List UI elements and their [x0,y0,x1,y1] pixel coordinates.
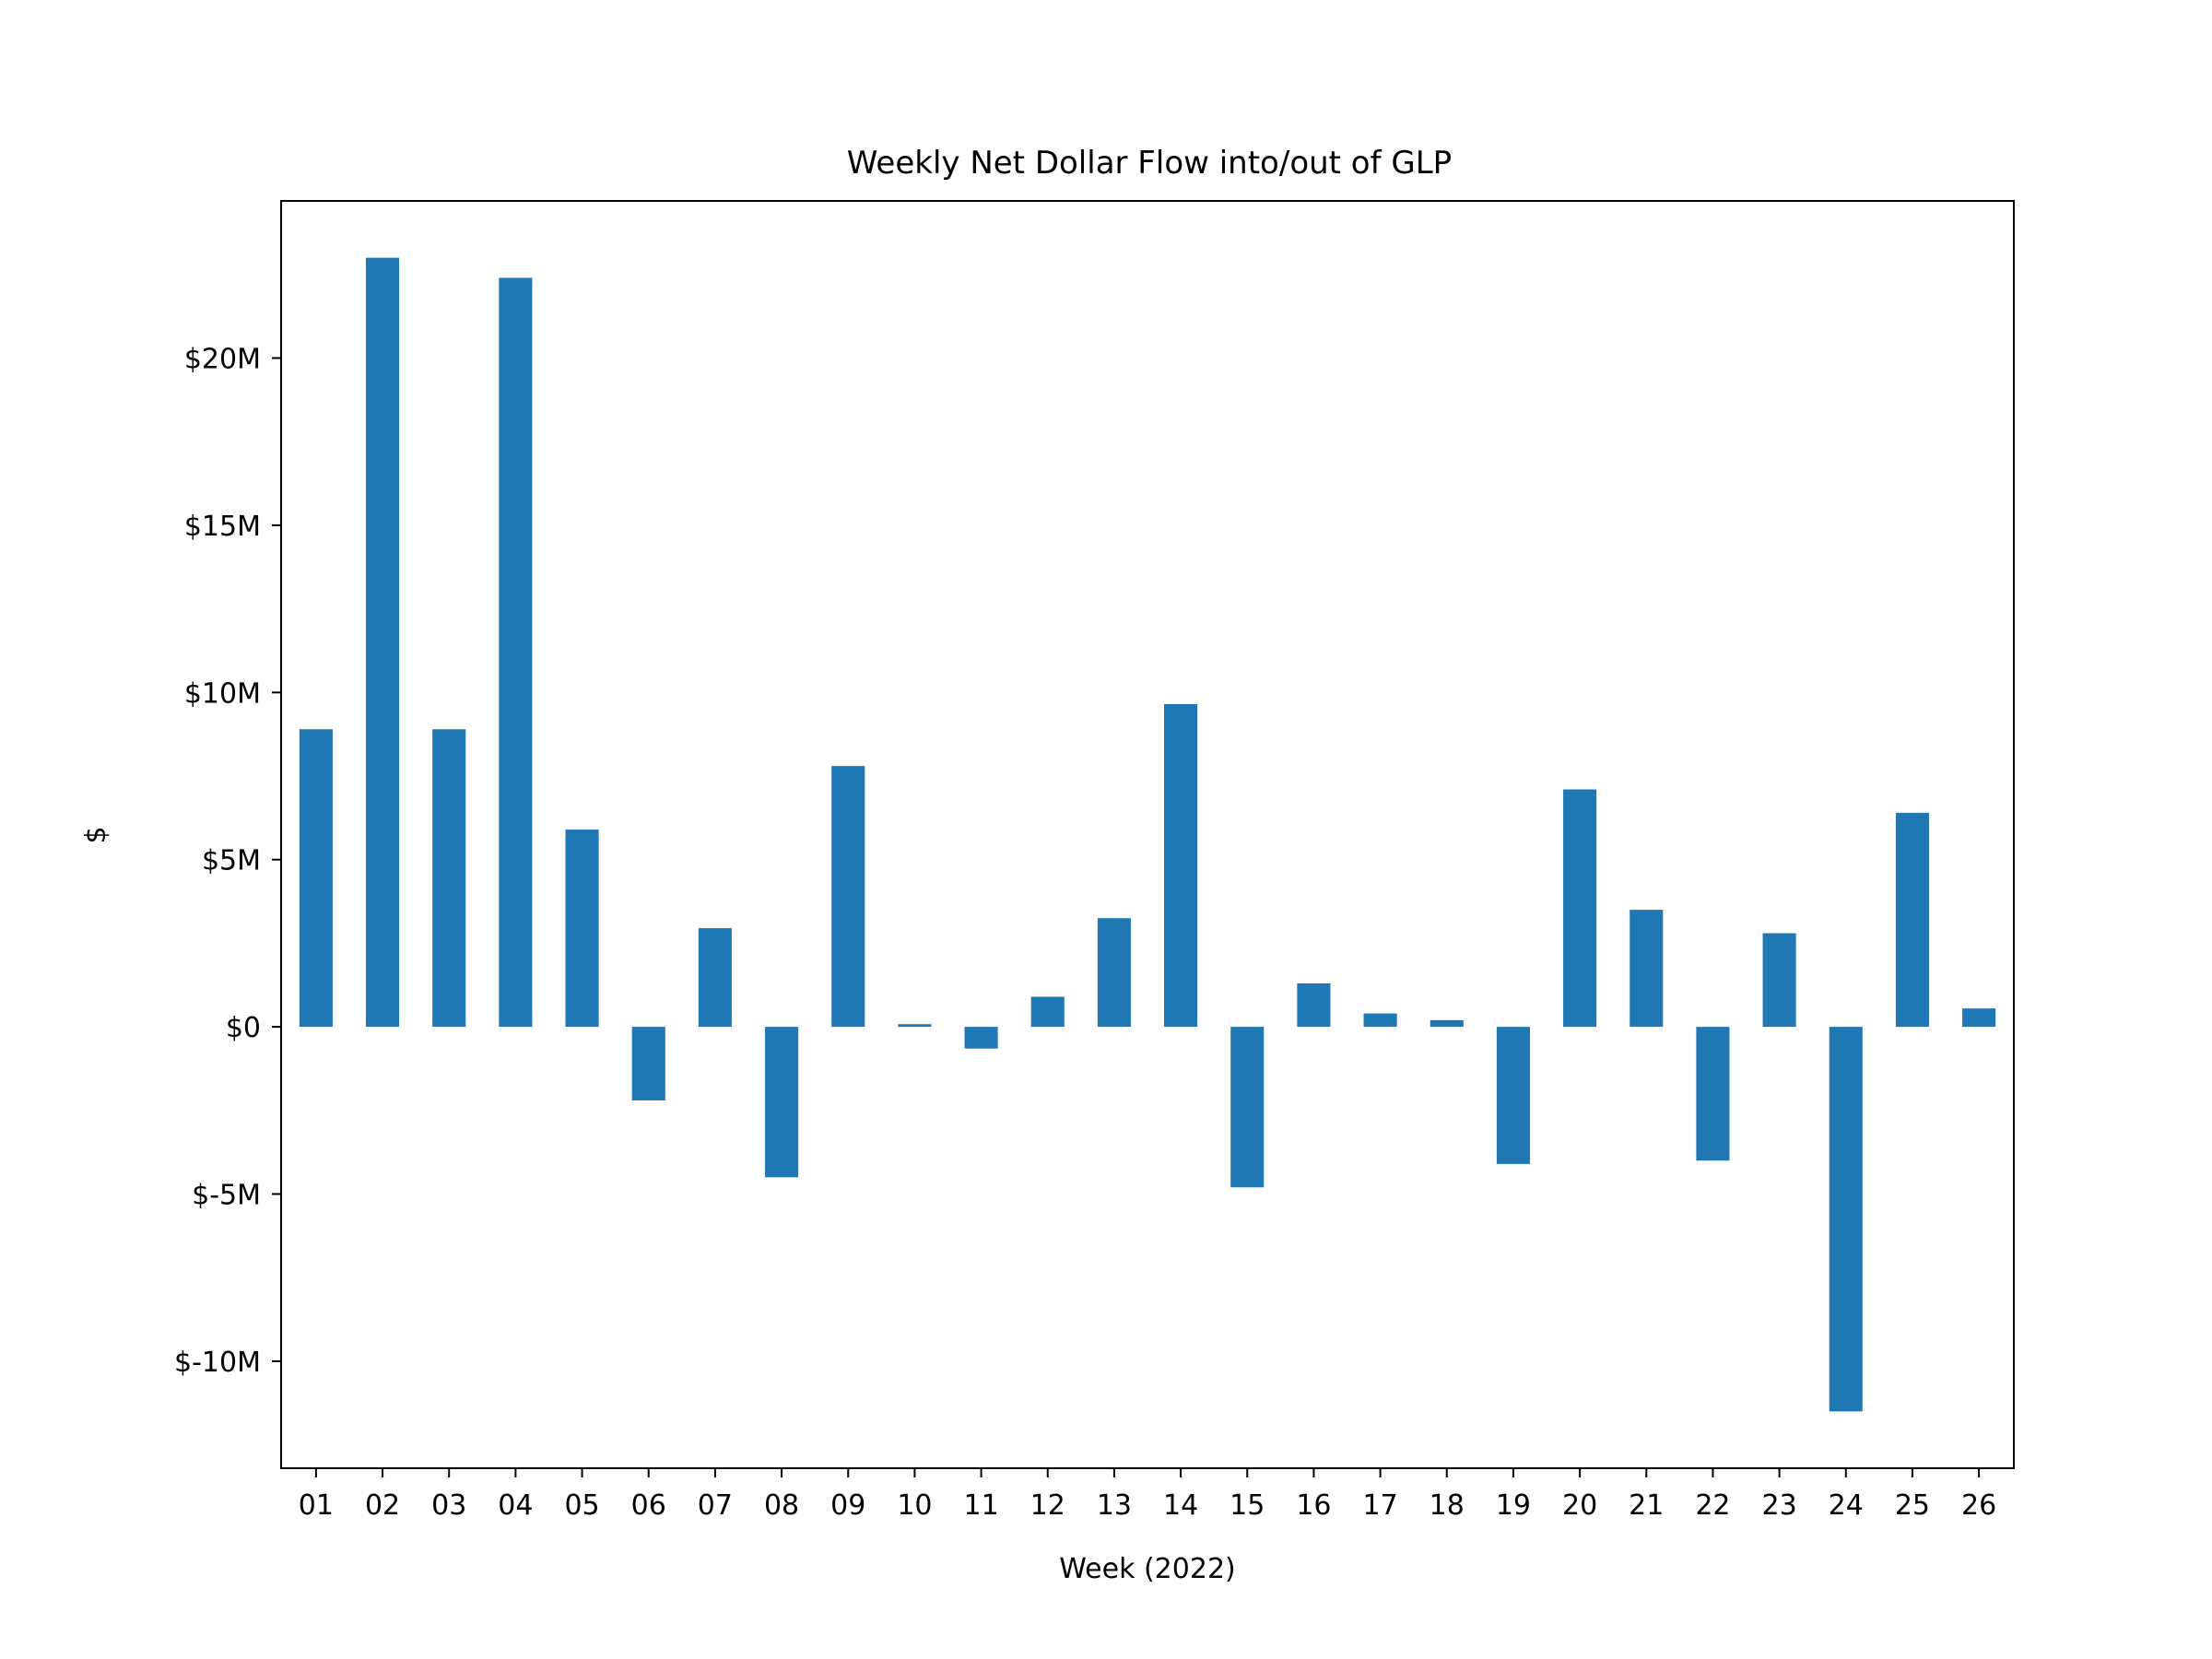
bar-week-02 [366,257,400,1028]
bar-week-19 [1496,1027,1530,1164]
x-tick-label: 07 [698,1489,733,1522]
bar-week-05 [565,830,599,1028]
x-tick-label: 09 [830,1489,865,1522]
bar-week-12 [1030,996,1065,1028]
bars-group [299,257,1996,1412]
bar-week-24 [1829,1027,1863,1412]
bar-week-13 [1097,918,1131,1028]
x-tick-label: 08 [764,1489,799,1522]
x-tick-label: 05 [564,1489,599,1522]
y-ticks-group: $-10M $-5M $0 $5M $10M $15M $20M [174,344,281,1379]
x-tick-label: 23 [1762,1489,1797,1522]
x-tick-label: 02 [365,1489,400,1522]
bar-week-18 [1430,1019,1464,1028]
x-tick-label: 11 [963,1489,998,1522]
x-tick-label: 04 [498,1489,533,1522]
bar-week-08 [765,1027,799,1178]
bar-week-14 [1164,704,1198,1028]
x-tick-label: 14 [1163,1489,1198,1522]
x-tick-label: 20 [1562,1489,1597,1522]
bar-week-22 [1696,1027,1730,1161]
x-tick-label: 01 [299,1489,334,1522]
bar-week-01 [299,729,333,1028]
bar-week-23 [1762,933,1796,1028]
x-tick-label: 03 [431,1489,466,1522]
bar-week-11 [964,1027,998,1049]
x-tick-label: 21 [1629,1489,1664,1522]
x-tick-label: 26 [1961,1489,1996,1522]
bar-week-15 [1230,1027,1265,1188]
bar-week-25 [1895,812,1929,1028]
chart-title: Weekly Net Dollar Flow into/out of GLP [847,145,1452,182]
x-tick-label: 13 [1097,1489,1132,1522]
x-tick-label: 15 [1230,1489,1265,1522]
x-tick-label: 10 [897,1489,932,1522]
y-axis-label: $ [80,826,112,843]
bar-week-06 [631,1027,665,1100]
x-tick-label: 25 [1895,1489,1930,1522]
bar-week-26 [1962,1008,1996,1028]
bar-week-17 [1363,1013,1397,1028]
bar-week-20 [1563,789,1597,1028]
x-tick-label: 22 [1695,1489,1730,1522]
bar-week-07 [698,928,732,1028]
x-tick-label: 24 [1829,1489,1864,1522]
x-tick-label: 18 [1430,1489,1465,1522]
y-tick-label: $15M [184,511,261,543]
bar-week-10 [898,1024,932,1028]
y-tick-label: $10M [184,677,261,710]
x-tick-label: 16 [1296,1489,1331,1522]
bar-week-04 [499,277,533,1028]
x-axis-label: Week (2022) [1059,1553,1235,1585]
y-tick-label: $-10M [174,1347,261,1379]
y-tick-label: $5M [202,845,261,877]
y-tick-label: $-5M [192,1180,261,1212]
plot-frame [280,200,2015,1469]
x-ticks-group: 01 02 03 04 05 06 07 08 09 10 11 12 13 14 15 16 17 18 19 20… [299,1468,1996,1522]
bar-week-03 [432,729,466,1028]
x-tick-label: 17 [1362,1489,1397,1522]
x-tick-label: 06 [631,1489,666,1522]
bar-week-16 [1297,982,1331,1028]
x-tick-label: 19 [1496,1489,1531,1522]
x-tick-label: 12 [1030,1489,1065,1522]
bar-week-21 [1630,910,1664,1028]
y-tick-label: $20M [184,344,261,376]
y-tick-label: $0 [226,1012,261,1044]
bar-week-09 [831,766,865,1028]
